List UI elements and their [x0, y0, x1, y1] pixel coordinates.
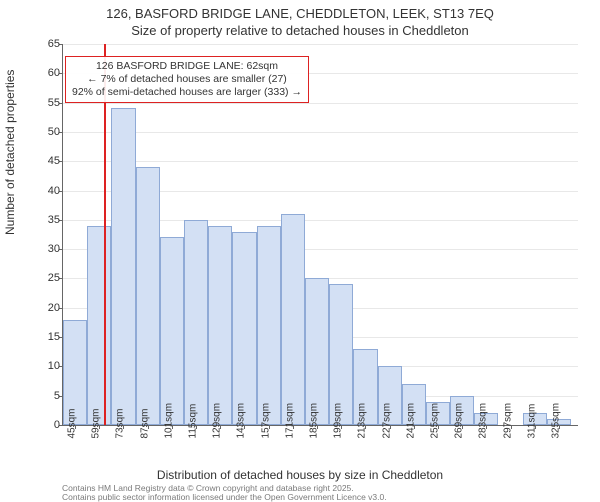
chart-title-line2: Size of property relative to detached ho… — [0, 23, 600, 40]
ytick-label: 35 — [30, 214, 60, 226]
histogram-bar — [184, 220, 208, 425]
histogram-bar — [281, 214, 305, 425]
annotation-line2: ← 7% of detached houses are smaller (27) — [72, 73, 302, 86]
x-axis-label: Distribution of detached houses by size … — [0, 468, 600, 482]
histogram-bar — [232, 232, 256, 425]
ytick-label: 20 — [30, 302, 60, 314]
ytick-label: 60 — [30, 67, 60, 79]
histogram-bar — [208, 226, 232, 425]
ytick-label: 65 — [30, 38, 60, 50]
annotation-box: 126 BASFORD BRIDGE LANE: 62sqm ← 7% of d… — [65, 56, 309, 103]
gridline — [63, 44, 578, 45]
chart-footer: Contains HM Land Registry data © Crown c… — [62, 484, 387, 501]
histogram-bar — [111, 108, 135, 425]
ytick-label: 55 — [30, 97, 60, 109]
histogram-bar — [257, 226, 281, 425]
y-axis-label: Number of detached properties — [3, 70, 17, 235]
ytick-label: 0 — [30, 419, 60, 431]
chart-title-line1: 126, BASFORD BRIDGE LANE, CHEDDLETON, LE… — [0, 6, 600, 23]
ytick-label: 40 — [30, 185, 60, 197]
annotation-line3: 92% of semi-detached houses are larger (… — [72, 86, 302, 99]
ytick-label: 5 — [30, 390, 60, 402]
ytick-label: 10 — [30, 360, 60, 372]
ytick-label: 25 — [30, 272, 60, 284]
histogram-bar — [160, 237, 184, 425]
chart-titles: 126, BASFORD BRIDGE LANE, CHEDDLETON, LE… — [0, 6, 600, 40]
annotation-line1: 126 BASFORD BRIDGE LANE: 62sqm — [72, 60, 302, 73]
ytick-label: 30 — [30, 243, 60, 255]
plot-area: 126 BASFORD BRIDGE LANE: 62sqm ← 7% of d… — [62, 44, 578, 426]
gridline — [63, 161, 578, 162]
ytick-label: 50 — [30, 126, 60, 138]
gridline — [63, 132, 578, 133]
ytick-label: 15 — [30, 331, 60, 343]
histogram-bar — [87, 226, 111, 425]
histogram-bar — [136, 167, 160, 425]
ytick-label: 45 — [30, 155, 60, 167]
